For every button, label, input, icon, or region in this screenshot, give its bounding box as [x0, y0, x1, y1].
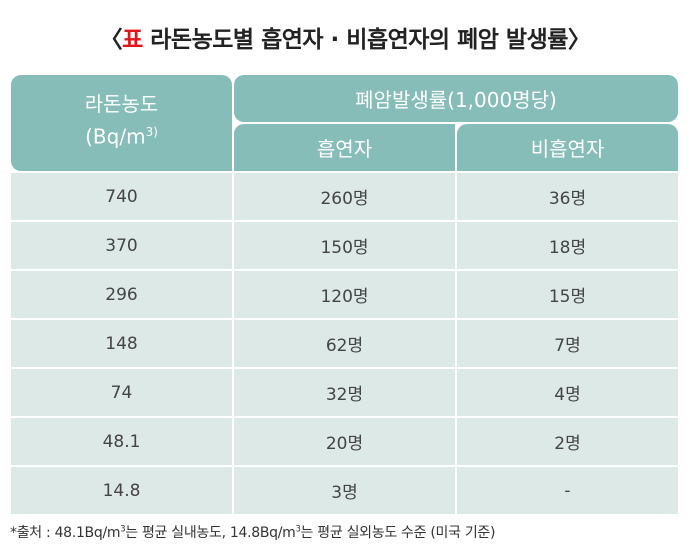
footnote: *출처 : 48.1Bq/m3는 평균 실내농도, 14.8Bq/m3는 평균 … — [10, 523, 496, 541]
smoker-cell: 3명 — [234, 467, 455, 514]
nonsmoker-cell: - — [457, 467, 678, 514]
header-group: 폐암발생률(1,000명당) — [234, 75, 678, 122]
radon-cell: 48.1 — [11, 418, 232, 465]
smoker-cell: 150명 — [234, 222, 455, 269]
page-title: 〈표 라돈농도별 흡연자 · 비흡연자의 폐암 발생률〉 — [0, 20, 690, 54]
radon-cell: 740 — [11, 173, 232, 220]
nonsmoker-cell: 2명 — [457, 418, 678, 465]
table-label: 표 — [122, 27, 143, 53]
smoker-cell: 120명 — [234, 271, 455, 318]
header-radon-unit: (Bq/m3) — [85, 124, 158, 149]
radon-cell: 370 — [11, 222, 232, 269]
header-nonsmoker: 비흡연자 — [457, 124, 678, 171]
radon-cell: 296 — [11, 271, 232, 318]
nonsmoker-cell: 36명 — [457, 173, 678, 220]
nonsmoker-cell: 4명 — [457, 369, 678, 416]
title-text: 라돈농도별 흡연자 · 비흡연자의 폐암 발생률 — [142, 27, 568, 53]
smoker-cell: 62명 — [234, 320, 455, 367]
nonsmoker-cell: 7명 — [457, 320, 678, 367]
nonsmoker-cell: 15명 — [457, 271, 678, 318]
bracket: 〈 — [99, 27, 123, 53]
radon-cell: 74 — [11, 369, 232, 416]
smoker-cell: 260명 — [234, 173, 455, 220]
header-smoker: 흡연자 — [234, 124, 455, 171]
header-radon-label: 라돈농도 — [84, 91, 159, 116]
bracket: 〉 — [567, 27, 591, 53]
smoker-cell: 20명 — [234, 418, 455, 465]
smoker-cell: 32명 — [234, 369, 455, 416]
header-radon: 라돈농도 (Bq/m3) — [11, 75, 232, 171]
nonsmoker-cell: 18명 — [457, 222, 678, 269]
radon-cell: 148 — [11, 320, 232, 367]
radon-cell: 14.8 — [11, 467, 232, 514]
